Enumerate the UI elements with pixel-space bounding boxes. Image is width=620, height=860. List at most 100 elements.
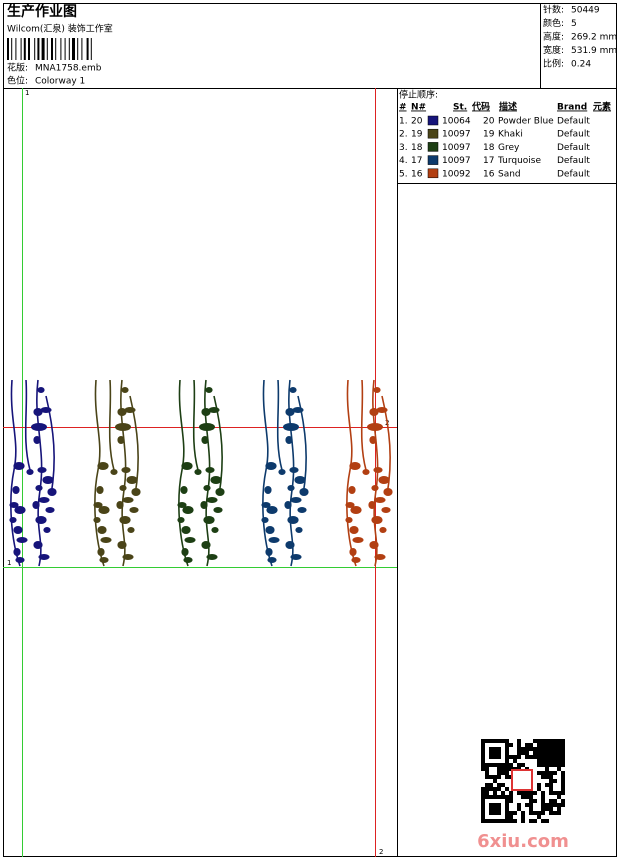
qr-cell [489, 811, 493, 815]
leaf [26, 469, 34, 475]
qr-cell [485, 819, 489, 823]
qr-cell [489, 803, 493, 807]
leaf [208, 407, 220, 413]
leaf [213, 507, 223, 513]
bar [55, 38, 57, 60]
qr-cell [481, 767, 485, 771]
qr-cell [501, 795, 505, 799]
qr-cell [537, 755, 541, 759]
qr-cell [481, 755, 485, 759]
qr-cell [545, 767, 549, 771]
qr-cell [533, 747, 537, 751]
leaf [265, 462, 277, 470]
qr-cell [561, 799, 565, 803]
qr-cell [553, 791, 557, 795]
leaf [181, 548, 189, 556]
qr-cell [545, 743, 549, 747]
leaf [100, 537, 112, 543]
leaf [37, 467, 47, 473]
qr-cell [505, 747, 509, 751]
leaf [349, 548, 357, 556]
leaf [201, 541, 211, 549]
qr-cell [537, 739, 541, 743]
guide-label: 1 [7, 559, 11, 567]
bar [90, 38, 92, 60]
qr-cell [561, 779, 565, 783]
qr-cell [521, 811, 525, 815]
leaf [381, 507, 391, 513]
qr-cell [485, 775, 489, 779]
qr-cell [561, 803, 565, 807]
colorway: Colorway 1 [35, 77, 85, 87]
qr-cell [489, 747, 493, 751]
stem [262, 379, 273, 567]
qr-cell [561, 787, 565, 791]
leaf [374, 554, 386, 560]
qr-cell [489, 755, 493, 759]
qr-cell [521, 763, 525, 767]
stat-value: 0.24 [571, 60, 591, 70]
qr-cell [561, 739, 565, 743]
color-swatch [427, 142, 439, 152]
qr-cell [505, 759, 509, 763]
stat-value: 50449 [571, 6, 600, 16]
qr-cell [485, 787, 489, 791]
qr-cell [557, 791, 561, 795]
leaf [119, 516, 131, 524]
qr-cell [541, 763, 545, 767]
leaf [261, 502, 271, 508]
qr-cell [549, 755, 553, 759]
qr-cell [553, 743, 557, 747]
qr-cell [549, 775, 553, 779]
qr-cell [481, 751, 485, 755]
qr-cell [497, 807, 501, 811]
qr-cell [505, 799, 509, 803]
qr-cell [545, 751, 549, 755]
qr-cell [509, 799, 513, 803]
motif [177, 379, 225, 567]
leaf [295, 527, 303, 533]
leaf [362, 469, 370, 475]
qr-cell [557, 803, 561, 807]
leaf [119, 485, 127, 491]
qr-cell [489, 795, 493, 799]
column-header: N# [411, 103, 426, 113]
qr-cell [513, 759, 517, 763]
qr-cell [549, 751, 553, 755]
qr-cell [545, 775, 549, 779]
colorway-label: 色位: [7, 75, 28, 87]
qr-cell [561, 751, 565, 755]
stat-label: 针数: [543, 4, 564, 16]
qr-cell [533, 799, 537, 803]
qr-cell [541, 791, 545, 795]
stat-label: 颜色: [543, 17, 564, 29]
cell: 10064 [442, 117, 471, 127]
qr-cell [485, 763, 489, 767]
qr-cell [517, 739, 521, 743]
leaf [33, 436, 41, 444]
cell: 19 [411, 130, 423, 140]
qr-cell [505, 803, 509, 807]
qr-cell [561, 783, 565, 787]
column-header: 元素 [593, 101, 611, 113]
leaf [127, 527, 135, 533]
qr-cell [481, 803, 485, 807]
qr-cell [481, 763, 485, 767]
qr-cell [533, 819, 537, 823]
cell: 10097 [442, 156, 471, 166]
qr-cell [561, 759, 565, 763]
leaf [267, 557, 277, 563]
stem [108, 379, 115, 471]
bar [37, 38, 40, 60]
cell: 17 [411, 156, 422, 166]
leaf [97, 462, 109, 470]
qr-cell [549, 803, 553, 807]
qr-cell [505, 767, 509, 771]
qr-cell [541, 807, 545, 811]
column-header: 描述 [499, 101, 517, 113]
qr-cell [553, 759, 557, 763]
qr-cell [501, 763, 505, 767]
leaf [287, 485, 295, 491]
qr-cell [549, 791, 553, 795]
leaf [284, 501, 292, 509]
